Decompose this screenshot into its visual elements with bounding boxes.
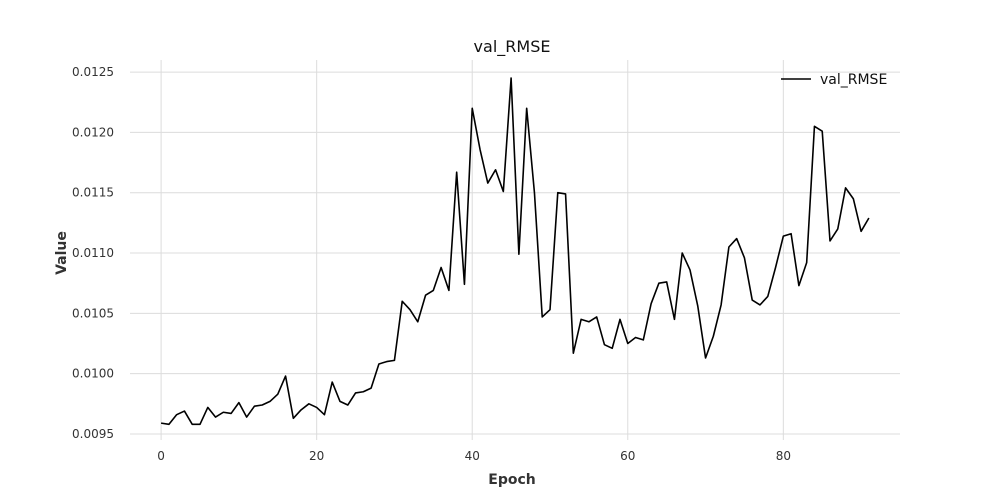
- y-tick-label: 0.0100: [72, 367, 114, 381]
- x-tick-label: 40: [465, 449, 480, 463]
- y-tick-label: 0.0125: [72, 65, 114, 79]
- y-tick-label: 0.0120: [72, 125, 114, 139]
- x-tick-label: 80: [776, 449, 791, 463]
- x-tick-label: 0: [157, 449, 165, 463]
- x-tick-label: 60: [620, 449, 635, 463]
- grid: [130, 60, 900, 440]
- y-axis-title: Value: [54, 231, 70, 275]
- legend-label: val_RMSE: [820, 72, 887, 88]
- chart-title: val_RMSE: [474, 37, 551, 57]
- series: [160, 77, 870, 426]
- legend: val_RMSE: [781, 72, 887, 88]
- tick-labels: 0 20 40 60 80 0.0095 0.0100 0.0105 0.0110 0.0115 0…: [72, 65, 791, 463]
- y-tick-label: 0.0105: [72, 306, 114, 320]
- y-tick-label: 0.0095: [72, 427, 114, 441]
- x-tick-label: 20: [309, 449, 324, 463]
- series-line-val-rmse: [160, 77, 870, 426]
- y-tick-label: 0.0110: [72, 246, 114, 260]
- x-axis-title: Epoch: [488, 472, 535, 488]
- y-tick-label: 0.0115: [72, 186, 114, 200]
